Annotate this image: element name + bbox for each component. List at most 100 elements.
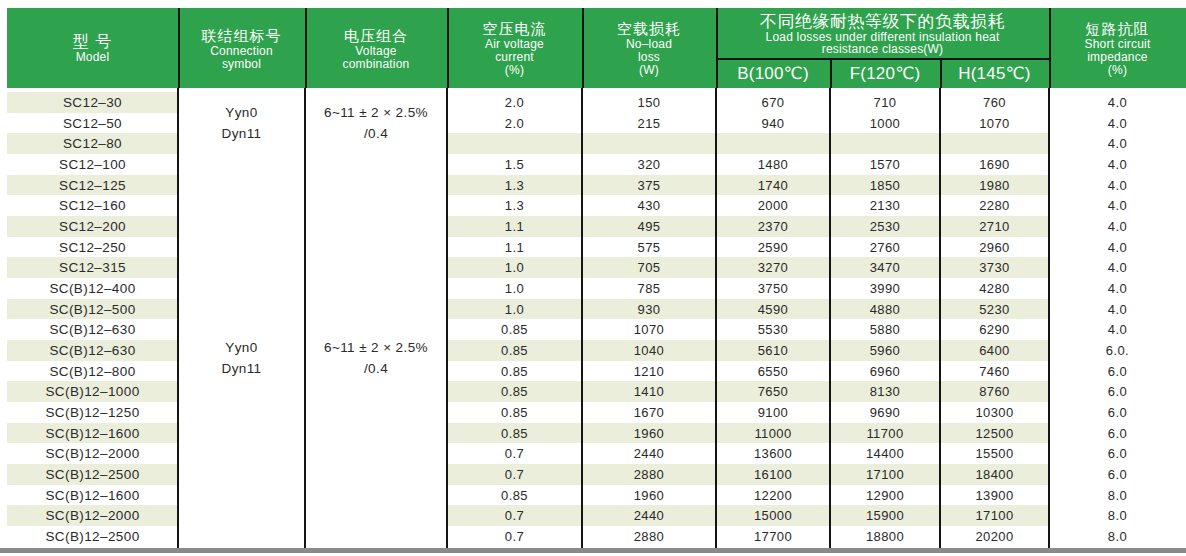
load-loss-b-cell: 3750: [716, 278, 830, 299]
load-loss-h-cell: 2710: [940, 216, 1049, 237]
load-loss-f-cell: 3470: [830, 257, 940, 278]
grid-line: [939, 88, 941, 548]
header-divider: [447, 8, 449, 88]
model-cell: SC(B)12–1000: [0, 381, 178, 402]
load-loss-b-cell: 670: [716, 92, 830, 113]
air-current-cell: 0.7: [447, 505, 582, 526]
no-load-loss-cell: 2880: [582, 464, 716, 485]
load-loss-h-cell: 1980: [940, 175, 1049, 196]
air-current-cell: 0.85: [447, 381, 582, 402]
load-loss-b-cell: 17700: [716, 526, 830, 547]
load-loss-h-cell: 1070: [940, 113, 1049, 134]
no-load-loss-cell: 320: [582, 154, 716, 175]
load-loss-b-cell: 15000: [716, 505, 830, 526]
load-loss-h-cell: 6400: [940, 340, 1049, 361]
header-load-losses-group: 不同绝缘耐热等级下的负载损耗 Load losses under differe…: [716, 8, 1049, 58]
impedance-cell: 6.0: [1049, 381, 1186, 402]
air-current-cell: 1.0: [447, 257, 582, 278]
table-header: 型 号 Model 联结组标号 Connection symbol 电压组合 V…: [7, 8, 1186, 88]
connection-group-1: Yyn0 Dyn11: [180, 92, 303, 154]
air-current-cell: 1.0: [447, 299, 582, 320]
load-loss-h-cell: 2960: [940, 237, 1049, 258]
load-loss-b-cell: 2000: [716, 195, 830, 216]
header-model-zh: 型 号: [73, 32, 112, 51]
impedance-cell: 4.0: [1049, 195, 1186, 216]
load-loss-b-cell: 4590: [716, 299, 830, 320]
air-current-cell: 1.1: [447, 237, 582, 258]
model-cell: SC12–50: [0, 113, 178, 134]
load-loss-f-cell: 710: [830, 92, 940, 113]
header-voltage: 电压组合 Voltage combination: [305, 8, 447, 88]
load-loss-f-cell: [830, 133, 940, 154]
impedance-cell: 4.0: [1049, 319, 1186, 340]
header-divider: [582, 8, 584, 88]
load-loss-h-cell: 6290: [940, 319, 1049, 340]
impedance-cell: 4.0: [1049, 92, 1186, 113]
load-loss-b-cell: 9100: [716, 402, 830, 423]
header-divider: [716, 8, 718, 88]
air-current-cell: 2.0: [447, 113, 582, 134]
load-loss-b-cell: 1740: [716, 175, 830, 196]
model-cell: SC12–200: [0, 216, 178, 237]
grid-line: [581, 88, 583, 548]
model-cell: SC12–160: [0, 195, 178, 216]
model-cell: SC(B)12–400: [0, 278, 178, 299]
load-loss-h-cell: [940, 133, 1049, 154]
header-connection: 联结组标号 Connection symbol: [178, 8, 305, 88]
header-model: 型 号 Model: [7, 8, 178, 88]
model-cell: SC(B)12–500: [0, 299, 178, 320]
model-cell: SC12–30: [0, 92, 178, 113]
model-cell: SC(B)12–800: [0, 361, 178, 382]
load-loss-b-cell: 7650: [716, 381, 830, 402]
no-load-loss-cell: 2880: [582, 526, 716, 547]
load-loss-h-cell: 20200: [940, 526, 1049, 547]
grid-line: [829, 88, 831, 548]
header-divider: [305, 8, 307, 88]
model-cell: SC(B)12–1600: [0, 485, 178, 506]
no-load-loss-cell: 1670: [582, 402, 716, 423]
no-load-loss-cell: 1960: [582, 423, 716, 444]
no-load-loss-cell: 785: [582, 278, 716, 299]
header-model-en: Model: [76, 51, 110, 64]
header-no-load-loss: 空载损耗 No–load loss (W): [582, 8, 716, 88]
impedance-cell: 4.0: [1049, 113, 1186, 134]
impedance-cell: 8.0: [1049, 526, 1186, 547]
voltage-group-1: 6~11 ± 2 × 2.5% /0.4: [307, 92, 445, 154]
header-sub-divider: [940, 58, 942, 88]
air-current-cell: 0.7: [447, 443, 582, 464]
impedance-cell: 6.0: [1049, 443, 1186, 464]
load-loss-f-cell: 1850: [830, 175, 940, 196]
no-load-loss-cell: 495: [582, 216, 716, 237]
model-cell: SC(B)12–1600: [0, 423, 178, 444]
air-current-cell: 1.0: [447, 278, 582, 299]
load-loss-h-cell: 10300: [940, 402, 1049, 423]
load-loss-h-cell: 15500: [940, 443, 1049, 464]
load-loss-f-cell: 6960: [830, 361, 940, 382]
load-loss-h-cell: 8760: [940, 381, 1049, 402]
load-loss-f-cell: 1000: [830, 113, 940, 134]
header-class-h: H(145℃): [940, 58, 1049, 88]
impedance-cell: 4.0: [1049, 299, 1186, 320]
air-current-cell: [447, 133, 582, 154]
no-load-loss-cell: 430: [582, 195, 716, 216]
load-loss-b-cell: 16100: [716, 464, 830, 485]
no-load-loss-cell: 1070: [582, 319, 716, 340]
model-cell: SC12–125: [0, 175, 178, 196]
load-loss-h-cell: 18400: [940, 464, 1049, 485]
header-divider: [178, 8, 180, 88]
load-loss-b-cell: 12200: [716, 485, 830, 506]
voltage-group-2: 6~11 ± 2 × 2.5% /0.4: [307, 154, 445, 547]
load-loss-h-cell: 1690: [940, 154, 1049, 175]
air-current-cell: 0.85: [447, 319, 582, 340]
load-loss-f-cell: 4880: [830, 299, 940, 320]
impedance-cell: 6.0: [1049, 464, 1186, 485]
air-current-cell: 1.1: [447, 216, 582, 237]
impedance-cell: 4.0: [1049, 133, 1186, 154]
no-load-loss-cell: 150: [582, 92, 716, 113]
air-current-cell: 0.85: [447, 423, 582, 444]
model-cell: SC12–80: [0, 133, 178, 154]
header-group-underline: [716, 58, 1049, 60]
load-loss-f-cell: 17100: [830, 464, 940, 485]
load-loss-h-cell: 17100: [940, 505, 1049, 526]
impedance-cell: 4.0: [1049, 278, 1186, 299]
